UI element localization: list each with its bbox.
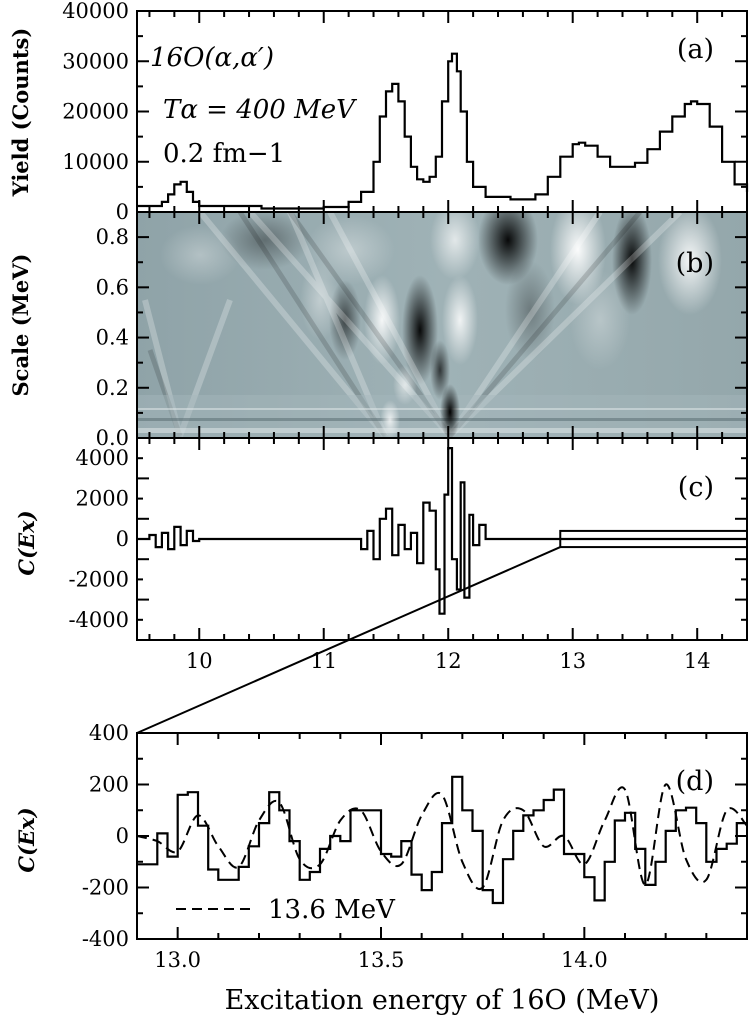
zoom-connector-line — [136, 546, 561, 734]
y-tick-label: 0 — [116, 527, 129, 551]
y-tick-label: 0.4 — [96, 326, 129, 350]
panel-b-label: (b) — [676, 248, 714, 279]
x-tick-label: 14 — [684, 649, 711, 673]
y-tick-label: 0.6 — [96, 275, 129, 299]
panel-b-y-ticks: 0.0 0.2 0.4 0.6 0.8 — [96, 211, 747, 450]
y-tick-label: 0 — [116, 824, 129, 848]
panel-a-y-axis-title: Yield (Counts) — [8, 28, 33, 198]
panel-c: -4000 -2000 0 2000 4000 10 11 12 13 14 C(Ex) (c) — [14, 437, 749, 673]
x-tick-label: 13.5 — [358, 948, 405, 972]
legend: 13.6 MeV — [176, 895, 396, 925]
panel-d-x-ticks: 13.0 13.5 14.0 — [136, 733, 748, 972]
momentum-transfer-label: 0.2 fm−1 — [163, 139, 285, 169]
panel-d-y-ticks: -400 -200 0 200 400 — [82, 721, 747, 951]
x-tick-label: 12 — [435, 649, 462, 673]
x-tick-label: 13.0 — [154, 948, 201, 972]
y-tick-label: 0 — [116, 200, 129, 224]
coefficient-histogram — [137, 447, 747, 615]
legend-label: 13.6 MeV — [268, 895, 396, 925]
panel-b-y-axis-title: Scale (MeV) — [8, 254, 33, 397]
y-tick-label: 10000 — [62, 150, 129, 174]
x-tick-label: 10 — [186, 649, 213, 673]
panel-b-x-ticks — [148, 212, 748, 438]
y-tick-label: 30000 — [62, 49, 129, 73]
zoomed-coefficient-histogram — [137, 775, 747, 905]
reaction-annotation: 16O(α,α′) Tα = 400 MeV 0.2 fm−1 — [150, 43, 357, 169]
panel-a-y-ticks: 0 10000 20000 30000 40000 — [62, 0, 747, 224]
y-tick-label: 0.2 — [96, 376, 129, 400]
beam-energy-label: Tα = 400 MeV — [163, 95, 357, 125]
wavelet-heatmap — [137, 212, 747, 438]
reaction-label: 16O(α,α′) — [150, 43, 274, 73]
panel-c-y-axis-title: C(Ex) — [14, 510, 39, 575]
y-tick-label: 400 — [89, 721, 129, 745]
y-tick-label: 40000 — [62, 0, 129, 23]
x-axis-title: Excitation energy of 16O (MeV) — [225, 985, 660, 1016]
x-tick-label: 14.0 — [561, 948, 608, 972]
y-tick-label: 0.8 — [96, 225, 129, 249]
x-tick-label: 11 — [310, 649, 337, 673]
panel-d-y-axis-title: C(Ex) — [14, 807, 39, 872]
panel-b: 0.0 0.2 0.4 0.6 0.8 Scale (MeV) (b) — [8, 211, 748, 450]
panel-a-label: (a) — [677, 34, 714, 65]
panel-d: -400 -200 0 200 400 13.0 13.5 14.0 C(Ex) (d) 1… — [14, 721, 748, 1016]
y-tick-label: 20000 — [62, 100, 129, 124]
panel-c-label: (c) — [678, 472, 714, 503]
y-tick-label: -400 — [82, 927, 129, 951]
yield-histogram — [137, 52, 749, 210]
panel-c-x-ticks: 10 11 12 13 14 — [148, 438, 748, 673]
y-tick-label: -4000 — [68, 608, 129, 632]
y-tick-label: 2000 — [76, 487, 129, 511]
panel-d-label: (d) — [676, 766, 714, 797]
panel-c-y-ticks: -4000 -2000 0 2000 4000 — [68, 437, 747, 641]
x-tick-label: 13 — [559, 649, 586, 673]
y-tick-label: 0.0 — [96, 426, 129, 450]
y-tick-label: -2000 — [68, 567, 129, 591]
y-tick-label: 4000 — [76, 446, 129, 470]
panel-a: 0 10000 20000 30000 40000 Yield (Counts) (a)… — [8, 0, 749, 224]
y-tick-label: 200 — [89, 773, 129, 797]
y-tick-label: -200 — [82, 876, 129, 900]
